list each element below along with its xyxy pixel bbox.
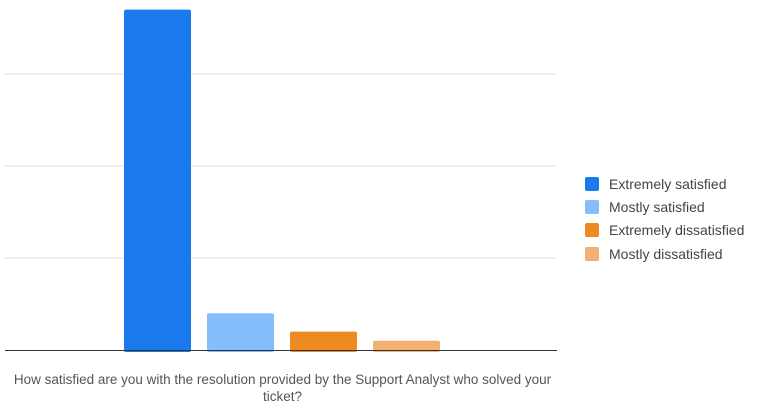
legend-swatch	[585, 223, 599, 238]
legend-swatch	[585, 199, 599, 214]
bar-extremely-dissatisfied[interactable]	[290, 331, 357, 352]
chart-legend: Extremely satisfied Mostly satisfied Extre…	[585, 172, 761, 265]
legend-label: Mostly dissatisfied	[609, 245, 723, 262]
legend-item[interactable]: Mostly dissatisfied	[585, 242, 761, 265]
bar-mostly-dissatisfied[interactable]	[373, 340, 440, 352]
x-axis-title: How satisfied are you with the resolutio…	[13, 372, 552, 404]
legend-item[interactable]: Extremely dissatisfied	[585, 219, 761, 242]
legend-item[interactable]: Mostly satisfied	[585, 195, 761, 218]
legend-swatch	[585, 246, 599, 261]
legend-label: Extremely satisfied	[609, 175, 727, 192]
legend-item[interactable]: Extremely satisfied	[585, 172, 761, 195]
bar-mostly-satisfied[interactable]	[207, 313, 274, 352]
bar-extremely-satisfied[interactable]	[124, 9, 191, 352]
legend-swatch	[585, 176, 599, 191]
legend-label: Mostly satisfied	[609, 198, 705, 215]
legend-label: Extremely dissatisfied	[609, 222, 745, 239]
